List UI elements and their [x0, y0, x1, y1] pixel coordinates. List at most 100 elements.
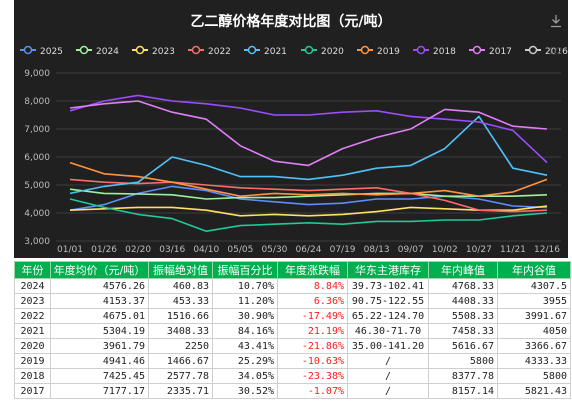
legend-item-2022[interactable]: 2022 — [208, 47, 231, 57]
x-tick-label: 01/26 — [91, 245, 117, 255]
x-tick-label: 01/01 — [57, 245, 83, 255]
table-header-cell: 振幅百分比 — [212, 261, 278, 279]
table-cell: 5508.33 — [428, 308, 498, 324]
table-cell: 2024 — [14, 278, 51, 294]
table-row: 2017 7177.17 2335.71 30.52% -1.07%/8157.14 58… — [14, 383, 571, 399]
legend-item-2025[interactable]: 2025 — [40, 47, 63, 57]
legend-item-2017[interactable]: 2017 — [489, 47, 512, 57]
x-tick-label: 09/07 — [398, 245, 424, 255]
x-tick-label: 10/02 — [432, 245, 458, 255]
series-line-2021 — [69, 115, 548, 195]
table-cell: 30.52% — [212, 383, 278, 399]
legend-marker-2017 — [472, 45, 482, 55]
legend-marker-2016 — [528, 45, 538, 55]
table-header-cell: 年度涨跌幅 — [277, 261, 348, 279]
table-cell: 5304.19 — [50, 323, 149, 339]
table-cell: 453.33 — [148, 293, 213, 309]
table-header-cell: 年份 — [14, 261, 51, 279]
table-cell: 5800 — [497, 368, 571, 384]
y-tick-label: 3,000 — [24, 237, 50, 247]
table-cell: 7425.45 — [50, 368, 149, 384]
legend-marker-2018 — [416, 45, 426, 55]
table-cell: 10.70% — [212, 278, 278, 294]
table-cell: 3991.67 — [497, 308, 571, 324]
legend-item-2016[interactable]: 2016 — [545, 47, 568, 57]
series-line-2020 — [69, 198, 548, 232]
y-tick-label: 9,000 — [24, 69, 50, 79]
table-cell: 460.83 — [148, 278, 213, 294]
legend-marker-2022 — [191, 45, 201, 55]
table-cell: -17.49% — [277, 308, 348, 324]
legend-item-2020[interactable]: 2020 — [321, 47, 344, 57]
table-row: 2022 4675.01 1516.66 30.90% -17.49% 65.22-124… — [14, 308, 571, 324]
table-cell: 8377.78 — [428, 368, 498, 384]
table-cell: 34.05% — [212, 368, 278, 384]
table-cell: 35.00-141.20 — [347, 338, 429, 354]
table-cell: 4050 — [497, 323, 571, 339]
table-cell: 8157.14 — [428, 383, 498, 399]
table-cell: -21.86% — [277, 338, 348, 354]
series-line-2019 — [69, 161, 548, 197]
table-cell: 4408.33 — [428, 293, 498, 309]
table-row: 2021 5304.19 3408.33 84.16% 21.19% 46.30-71.7… — [14, 323, 571, 339]
y-tick-label: 8,000 — [24, 97, 50, 107]
x-tick-label: 07/19 — [330, 245, 356, 255]
y-tick-label: 6,000 — [24, 153, 50, 163]
table-cell: 4153.37 — [50, 293, 149, 309]
table-cell: -10.63% — [277, 353, 348, 369]
x-tick-label: 04/10 — [193, 245, 219, 255]
table-cell: 4675.01 — [50, 308, 149, 324]
table-cell: 1466.67 — [148, 353, 213, 369]
chart-title: 乙二醇价格年度对比图（元/吨） — [190, 13, 391, 30]
table-cell: -23.38% — [277, 368, 348, 384]
legend-item-2024[interactable]: 2024 — [96, 47, 119, 57]
table-cell: 90.75-122.55 — [347, 293, 429, 309]
series-line-2025 — [69, 185, 548, 211]
table-cell: 25.29% — [212, 353, 278, 369]
table-cell: 65.22-124.70 — [347, 308, 429, 324]
table-cell: 6.36% — [277, 293, 348, 309]
series-line-2023 — [69, 205, 548, 217]
table-cell: 2335.71 — [148, 383, 213, 399]
legend-item-2019[interactable]: 2019 — [377, 47, 400, 57]
table-header-cell: 年度均价（元/吨） — [50, 261, 149, 279]
table-cell: 5821.43 — [497, 383, 571, 399]
legend-marker-2021 — [247, 45, 257, 55]
x-tick-label: 12/16 — [534, 245, 560, 255]
legend-item-2018[interactable]: 2018 — [433, 47, 456, 57]
legend-item-2021[interactable]: 2021 — [264, 47, 287, 57]
table-cell: 5616.67 — [428, 338, 498, 354]
x-tick-label: 05/30 — [261, 245, 287, 255]
table-cell: 4333.33 — [497, 353, 571, 369]
table-cell: 84.16% — [212, 323, 278, 339]
legend-marker-2020 — [304, 45, 314, 55]
table-cell: 4307.5 — [497, 278, 571, 294]
table-cell: 2020 — [14, 338, 51, 354]
y-tick-label: 7,000 — [24, 125, 50, 135]
table-cell: / — [347, 353, 429, 369]
table-cell: / — [347, 368, 429, 384]
x-tick-label: 06/24 — [296, 245, 322, 255]
legend-marker-2019 — [360, 45, 370, 55]
x-tick-label: 11/21 — [500, 245, 526, 255]
series-line-2024 — [69, 188, 548, 200]
table-header-row: 年份 年度均价（元/吨） 振幅绝对值 振幅百分比 年度涨跌幅 华东主港库存 年内峰值 年内谷值 — [14, 261, 571, 279]
x-tick-label: 10/27 — [466, 245, 492, 255]
x-tick-label: 08/13 — [364, 245, 390, 255]
table-cell: 2018 — [14, 368, 51, 384]
legend-item-2023[interactable]: 2023 — [152, 47, 175, 57]
table-cell: 2023 — [14, 293, 51, 309]
table-cell: 3366.67 — [497, 338, 571, 354]
table-cell: 3961.79 — [50, 338, 149, 354]
legend-marker-2023 — [135, 45, 145, 55]
table-cell: 2250 — [148, 338, 213, 354]
legend-page-indicator[interactable]: 1/2 — [548, 47, 562, 57]
download-icon[interactable] — [550, 14, 562, 28]
table-cell: 2021 — [14, 323, 51, 339]
table-header-cell: 年内谷值 — [497, 261, 571, 279]
table-cell: 2577.78 — [148, 368, 213, 384]
table-cell: 7458.33 — [428, 323, 498, 339]
legend-marker-2024 — [79, 45, 89, 55]
annual-stats-table: 年份 年度均价（元/吨） 振幅绝对值 振幅百分比 年度涨跌幅 华东主港库存 年内峰值 年内谷值… — [14, 261, 571, 399]
series-line-2022 — [69, 178, 548, 213]
